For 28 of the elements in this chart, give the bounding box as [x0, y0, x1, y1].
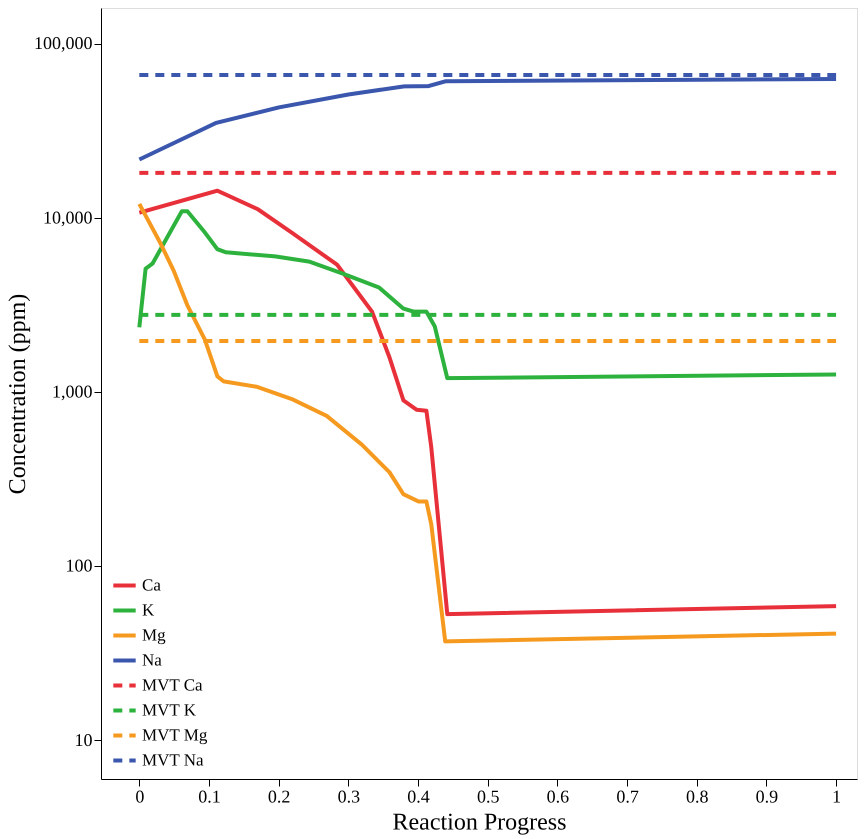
- x-axis-title: Reaction Progress: [392, 810, 566, 836]
- legend-label: MVT K: [142, 700, 197, 720]
- legend-label: MVT Na: [142, 750, 204, 770]
- x-tick-label: 1: [832, 786, 842, 806]
- x-tick-label: 0.9: [756, 786, 778, 806]
- legend-label: MVT Mg: [142, 726, 208, 744]
- legend-label: Ca: [142, 576, 162, 594]
- x-tick-label: 0.5: [476, 786, 500, 806]
- x-tick-label: 0.7: [616, 786, 639, 806]
- y-tick-label: 100,000: [34, 33, 92, 54]
- y-tick-label: 10: [74, 730, 92, 750]
- x-tick-label: 0.8: [686, 786, 708, 806]
- y-tick-label: 1,000: [52, 381, 92, 402]
- y-axis-title: Concentration (ppm): [5, 294, 31, 494]
- legend-label: Mg: [142, 626, 166, 644]
- line-series: [137, 76, 838, 162]
- legend-label: Na: [142, 650, 162, 670]
- y-tick-label: 10,000: [43, 207, 92, 228]
- y-tick-label: 100: [66, 556, 92, 576]
- x-tick-label: 0.1: [198, 786, 221, 806]
- x-tick-label: 0.2: [268, 786, 290, 806]
- legend-label: K: [142, 600, 155, 620]
- legend-label: MVT Ca: [142, 676, 204, 694]
- x-tick-label: 0.4: [407, 786, 430, 806]
- x-tick-label: 0.6: [546, 786, 570, 806]
- x-tick-label: 0: [135, 786, 144, 806]
- line-series: [137, 209, 838, 380]
- x-tick-label: 0.3: [338, 786, 360, 806]
